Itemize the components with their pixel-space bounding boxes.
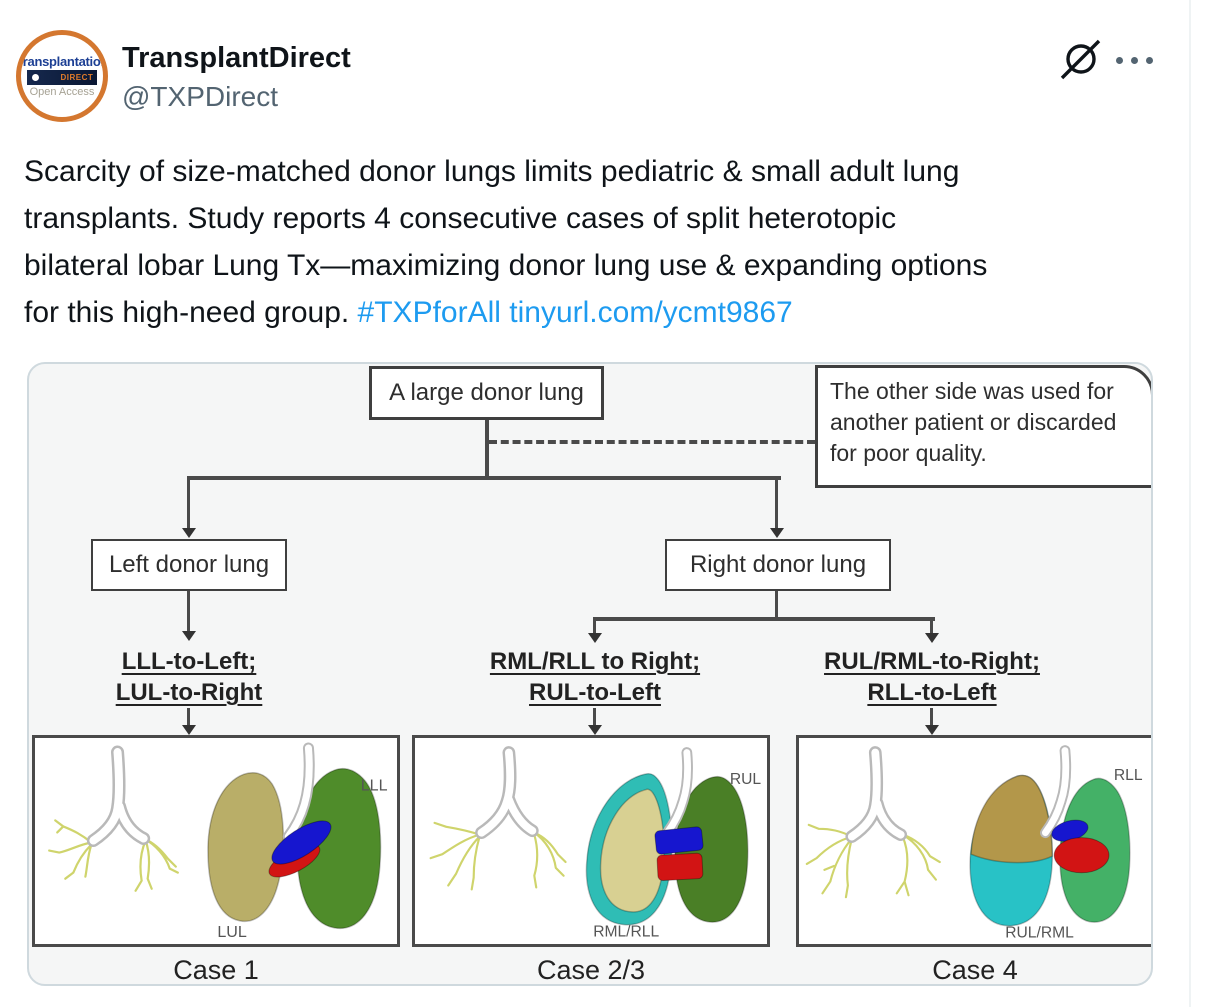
case4-label-bottom: RUL/RML [1005, 924, 1074, 941]
tweet-text: Scarcity of size-matched donor lungs lim… [24, 148, 1184, 336]
branch-label-middle: RML/RLL to Right; RUL-to-Left [489, 648, 701, 706]
connector-left-vertical [187, 476, 190, 529]
case4-label-top: RLL [1114, 767, 1143, 784]
note-line-3: for poor quality. [830, 440, 987, 466]
connector-panel1 [187, 708, 190, 728]
note-line-2: another patient or discarded [830, 409, 1117, 435]
case1-label-top: LLL [361, 776, 388, 794]
avatar-logo-title: Transplantation [16, 54, 108, 69]
case23-illustration: RUL RML/RLL [429, 746, 762, 940]
branch-label-left: LLL-to-Left; LUL-to-Right [115, 648, 263, 706]
arrow-to-left-box [182, 528, 196, 538]
case1-vessel-blue [271, 820, 332, 865]
case4-airway-branches-right [895, 833, 941, 897]
arrow-to-left-label [182, 631, 196, 641]
panel-case-2-3: RUL RML/RLL [412, 735, 770, 947]
case1-airway-branches-right [134, 837, 179, 892]
case1-lul-lung [207, 772, 285, 923]
avatar[interactable]: Transplantation DIRECT Open Access [16, 30, 108, 122]
avatar-logo-openaccess: Open Access [29, 86, 95, 98]
case23-airway-branches-left [429, 821, 481, 891]
grok-button[interactable] [1058, 36, 1104, 82]
connector-root-vertical [485, 420, 489, 480]
grok-icon [1060, 39, 1101, 80]
case4-illustration: RLL RUL/RML [805, 745, 1143, 941]
case23-airway-branches-right [533, 831, 567, 889]
case1-label-bottom: LUL [217, 923, 247, 941]
case1-airway-branches-left [48, 819, 93, 880]
connector-right-stem [775, 591, 778, 619]
connector-mid-label [593, 617, 596, 635]
connector-panel3 [930, 708, 933, 728]
more-button[interactable] [1116, 48, 1172, 72]
case4-vessel-red [1053, 837, 1110, 874]
case23-label-top: RUL [730, 771, 762, 788]
more-icon [1116, 56, 1123, 64]
note-line-1: The other side was used for [830, 378, 1114, 404]
tweet-line-3: bilateral lobar Lung Tx—maximizing donor… [24, 249, 988, 282]
arrow-to-right-box [770, 528, 784, 538]
case23-inner-lobe [599, 788, 665, 913]
tweet-line-2: transplants. Study reports 4 consecutive… [24, 202, 897, 235]
arrow-to-mid-label [588, 633, 602, 643]
panel-case-1: LLL LUL [32, 735, 400, 947]
caption-case-2-3: Case 2/3 [536, 955, 646, 985]
tweet-line-4-text: for this high-need group. [24, 296, 358, 329]
avatar-logo-openaccess-icon [29, 72, 41, 83]
panel-case-4: RLL RUL/RML [796, 735, 1151, 947]
url-link[interactable]: tinyurl.com/ycmt9867 [509, 296, 793, 329]
user-handle[interactable]: @TXPDirect [122, 81, 278, 112]
column-divider [1189, 0, 1191, 1007]
connector-left-label [187, 591, 190, 633]
case4-rulrml-lung-tan [970, 774, 1053, 864]
arrow-to-panel2 [588, 725, 602, 735]
avatar-logo-bar: DIRECT [26, 70, 98, 85]
flow-box-left-donor-lung: Left donor lung [91, 539, 287, 591]
case23-vessel-red [656, 852, 704, 882]
connector-split-horizontal [595, 617, 935, 621]
connector-panel2 [593, 708, 596, 728]
flow-box-right-donor-lung: Right donor lung [665, 539, 891, 591]
tweet-image[interactable]: A large donor lung The other side was us… [27, 362, 1153, 986]
case1-illustration: LLL LUL [48, 742, 388, 941]
arrow-to-panel1 [182, 725, 196, 735]
caption-case-1: Case 1 [173, 955, 259, 985]
connector-rightcol-label [930, 617, 933, 635]
tweet-line-1: Scarcity of size-matched donor lungs lim… [24, 155, 960, 188]
display-name[interactable]: TransplantDirect [122, 42, 351, 74]
branch-label-right: RUL/RML-to-Right; RLL-to-Left [824, 648, 1040, 706]
case4-airway-branches-left [805, 823, 853, 899]
case23-vessel-blue [654, 826, 704, 855]
flow-note-box: The other side was used for another pati… [815, 365, 1151, 488]
arrow-to-panel3 [925, 725, 939, 735]
tweet-line-4: for this high-need group. #TXPforAll tin… [24, 289, 1184, 336]
case23-label-bottom: RML/RLL [593, 923, 659, 940]
connector-right-vertical [775, 476, 778, 529]
arrow-to-rightcol-label [925, 633, 939, 643]
connector-dashed [489, 440, 815, 444]
avatar-logo-direct: DIRECT [60, 73, 94, 82]
connector-branch-horizontal [189, 476, 781, 480]
flow-box-large-donor-lung: A large donor lung [369, 366, 604, 420]
caption-case-4: Case 4 [932, 955, 1018, 985]
hashtag-link[interactable]: #TXPforAll [357, 296, 501, 329]
